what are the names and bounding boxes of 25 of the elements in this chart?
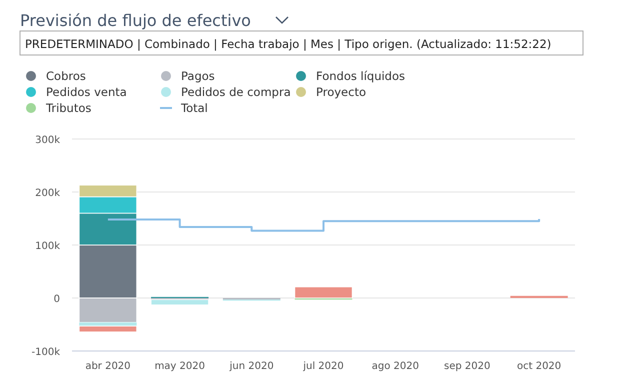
x-tick-label: ago 2020 — [372, 361, 419, 372]
x-tick-label: abr 2020 — [85, 361, 131, 372]
bar — [78, 326, 138, 332]
legend-label: Proyecto — [316, 85, 366, 99]
legend-label: Cobros — [46, 69, 86, 83]
bar — [150, 299, 209, 306]
legend-label: Pedidos de compra — [181, 85, 291, 99]
y-tick-label: -100k — [32, 347, 60, 358]
chart-title: Previsión de flujo de efectivo — [20, 11, 251, 30]
legend-label: Total — [180, 101, 208, 115]
x-tick-label: oct 2020 — [516, 361, 562, 372]
y-tick-label: 300k — [35, 135, 60, 146]
y-tick-label: 200k — [35, 188, 60, 199]
legend-label: Pagos — [181, 69, 215, 83]
legend-label: Tributos — [45, 101, 92, 115]
y-tick-label: 0 — [54, 294, 60, 305]
bar — [294, 286, 353, 298]
x-tick-label: jun 2020 — [228, 361, 274, 372]
x-tick-label: sep 2020 — [444, 361, 490, 372]
chart-subtitle: PREDETERMINADO | Combinado | Fecha trabajo | Mes | Tipo origen. (Actualizado: 11:52:22) — [25, 37, 552, 51]
legend-label: Pedidos venta — [46, 85, 127, 99]
x-tick-label: may 2020 — [154, 361, 205, 372]
y-tick-label: 100k — [35, 241, 60, 252]
legend-label: Fondos líquidos — [316, 69, 406, 83]
x-tick-label: jul 2020 — [302, 361, 344, 372]
